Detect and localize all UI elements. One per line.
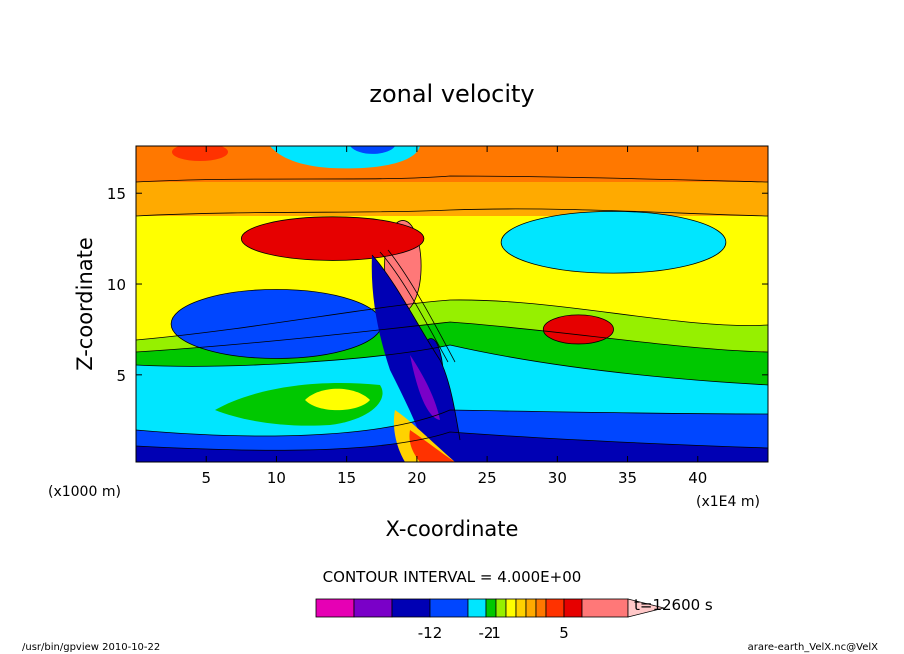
- colorbar-swatch: [505, 598, 517, 618]
- shear-zone-purple: [410, 355, 440, 420]
- colorbar-swatch: [525, 598, 537, 618]
- x-tick-label: 20: [407, 469, 426, 487]
- colorbar-swatch: [315, 598, 355, 618]
- contour-interval-text: CONTOUR INTERVAL = 4.000E+00: [323, 568, 582, 586]
- contour-region-4: [240, 216, 425, 261]
- x-tick-label: 40: [688, 469, 707, 487]
- colorbar-tick-label: 5: [559, 624, 569, 642]
- y-tick-label: 15: [107, 185, 126, 203]
- colorbar-swatch: [391, 598, 431, 618]
- x-tick-label: 30: [548, 469, 567, 487]
- x-tick-label: 15: [337, 469, 356, 487]
- x-axis-label: X-coordinate: [386, 517, 519, 541]
- footer-right: arare-earth_VelX.nc@VelX: [748, 642, 879, 653]
- colorbar-tick-labels: -12 -21 5: [418, 624, 569, 642]
- y-axis-ticks: 5 10 15: [107, 185, 768, 385]
- top-left-red-core: [172, 146, 228, 161]
- x-tick-label: 5: [201, 469, 211, 487]
- contour-lines: [136, 175, 768, 451]
- x-unit-left: (x1000 m): [48, 484, 121, 500]
- footer-left: /usr/bin/gpview 2010-10-22: [22, 642, 160, 653]
- x-unit-right: (x1E4 m): [696, 494, 760, 510]
- shear-zone-darkblue: [371, 255, 460, 462]
- colorbar-tick-label: -2: [479, 624, 494, 642]
- x-axis-ticks: 5 10 15 20 25 30 35 40: [201, 146, 707, 487]
- x-tick-label: 25: [478, 469, 497, 487]
- colorbar-swatch: [563, 598, 583, 618]
- y-tick-label: 5: [116, 367, 126, 385]
- chart-title: zonal velocity: [369, 80, 534, 108]
- time-label: t=12600 s: [634, 596, 713, 614]
- shear-zone-red: [409, 430, 455, 462]
- y-axis-label: Z-coordinate: [73, 237, 97, 371]
- lower-yellow-blob: [305, 388, 370, 411]
- x-tick-label: 35: [618, 469, 637, 487]
- colorbar-swatch: [535, 598, 547, 618]
- colorbar-swatch: [429, 598, 469, 618]
- bg-top-orange: [136, 146, 768, 182]
- colorbar-arrow: [627, 598, 665, 618]
- contour-region-1: [170, 289, 383, 359]
- colorbar-swatch: [545, 598, 565, 618]
- colorbar-swatch: [485, 598, 497, 618]
- colorbar-tick-label: 1: [491, 624, 501, 642]
- colorbar-swatch: [495, 598, 507, 618]
- contour-region-2: [500, 210, 727, 274]
- colorbar-swatch: [515, 598, 527, 618]
- contour-region-5: [542, 314, 614, 345]
- colorbar-tick-label: -12: [418, 624, 443, 642]
- plot-area: [136, 146, 768, 462]
- x-tick-label: 10: [267, 469, 286, 487]
- colorbar-swatch: [353, 598, 393, 618]
- colorbar-swatch: [467, 598, 487, 618]
- colorbar: [315, 598, 665, 618]
- plot-frame: [135, 145, 769, 463]
- colorbar-swatch: [581, 598, 629, 618]
- y-tick-label: 10: [107, 276, 126, 294]
- top-blue-patch: [350, 146, 395, 154]
